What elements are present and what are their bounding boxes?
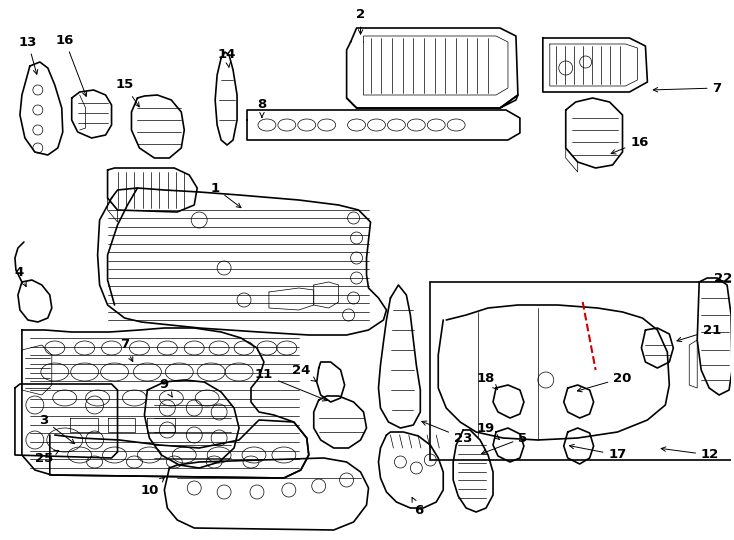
Text: 20: 20 [578,372,632,392]
Text: 19: 19 [477,422,499,440]
Text: 24: 24 [291,363,316,381]
Text: 7: 7 [120,339,133,362]
Text: 14: 14 [218,49,236,68]
Text: 3: 3 [39,414,75,444]
Text: 23: 23 [422,421,473,444]
Text: 15: 15 [115,78,139,107]
Text: 10: 10 [140,477,164,496]
Text: 8: 8 [258,98,266,117]
Text: 17: 17 [570,444,627,462]
Bar [430,282,734,460]
Text: 9: 9 [160,379,172,397]
Text: 4: 4 [14,266,26,287]
Text: 2: 2 [356,9,365,34]
Text: 16: 16 [611,136,649,154]
Text: 16: 16 [56,33,87,97]
Text: 21: 21 [677,323,722,342]
Text: 22: 22 [714,272,733,285]
Text: 7: 7 [653,82,722,94]
Text: 1: 1 [211,181,241,208]
Text: 5: 5 [482,431,528,454]
Text: 12: 12 [661,447,719,462]
Text: 6: 6 [412,497,423,516]
Text: 11: 11 [255,368,327,401]
Text: 25: 25 [34,450,59,464]
Text: 18: 18 [477,372,498,389]
Text: 13: 13 [18,36,37,75]
